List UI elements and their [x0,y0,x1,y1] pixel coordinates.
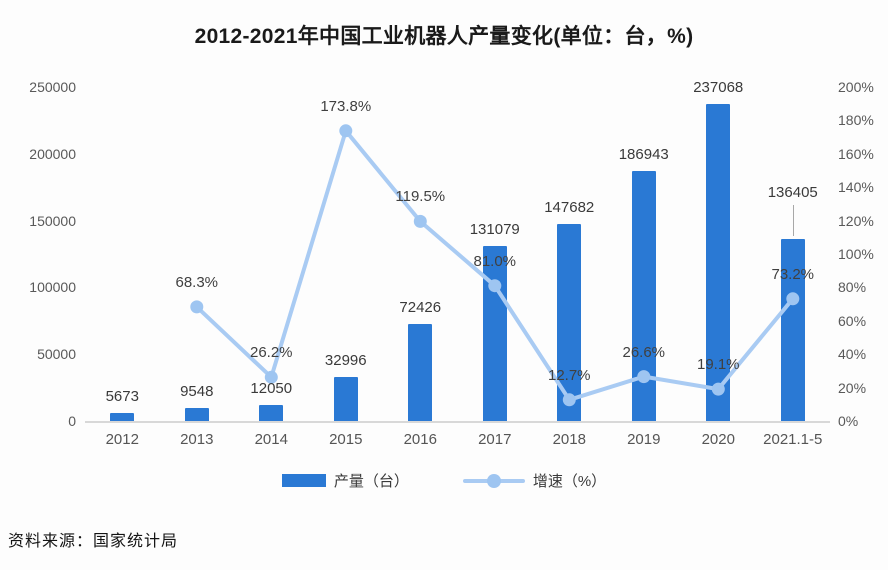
left-axis-tick: 250000 [29,79,76,95]
bar-value-label: 131079 [469,220,520,238]
bar-value-label: 72426 [399,299,442,317]
line-swatch-marker-icon [486,473,501,488]
growth-point-2014 [264,370,278,384]
right-axis-tick: 0% [838,413,859,429]
left-axis-tick: 50000 [37,346,76,363]
growth-point-2017 [488,279,502,293]
growth-point-2015 [339,124,353,138]
growth-point-2020 [711,382,725,396]
growth-value-label: 119.5% [395,188,446,206]
bar-2013 [184,408,209,421]
x-axis-label-2014: 2014 [254,431,288,448]
right-axis-tick: 180% [838,112,874,129]
growth-value-label: 81.0% [473,252,517,270]
x-axis-label-2021.1-5: 2021.1-5 [763,431,823,448]
x-axis-label-2018: 2018 [552,431,586,448]
bar-value-label: 12050 [250,379,293,397]
bar-value-label: 9548 [180,383,214,401]
growth-value-label: 19.1% [696,356,740,374]
right-axis-tick: 20% [838,379,867,396]
bar-value-label: 147682 [544,198,595,216]
bar-value-label: 136405 [767,183,818,201]
bar-2014 [259,404,284,421]
x-axis-label-2017: 2017 [478,431,512,448]
x-axis-label-2016: 2016 [403,431,437,448]
growth-value-label: 73.2% [771,265,815,283]
right-axis-tick: 160% [838,145,874,162]
growth-value-label: 26.2% [249,344,293,362]
growth-point-2016 [413,214,427,228]
growth-point-2013 [190,300,204,314]
right-axis-tick: 40% [838,346,867,363]
left-axis-tick: 100000 [29,279,76,296]
right-axis-tick: 200% [838,79,874,95]
growth-line-layer [190,124,800,407]
label-callout-line [792,204,794,236]
left-axis-tick: 200000 [29,145,76,162]
bar-2021.1-5 [780,238,805,421]
left-axis-tick: 0 [68,413,76,429]
legend-label-production: 产量（台） [333,473,409,490]
chart-title: 2012-2021年中国工业机器人产量变化(单位：台，%) [194,25,694,48]
legend-item-growth: 增速（%） [462,470,607,491]
bar-value-label: 32996 [324,351,367,369]
bar-2017 [482,245,507,421]
growth-point-2018 [562,393,576,407]
growth-value-label: 26.6% [622,343,666,361]
right-axis-tick: 60% [838,312,867,329]
bar-value-label: 5673 [105,388,139,406]
right-axis-tick: 80% [838,279,867,296]
right-axis-tick: 120% [838,212,874,229]
bar-value-label: 186943 [618,146,669,164]
legend-label-growth: 增速（%） [532,473,607,490]
legend: 产量（台） 增速（%） [0,470,888,491]
bar-2020 [706,104,731,421]
bar-2012 [110,413,135,421]
bar-value-label: 237068 [693,79,744,97]
bar-series-swatch [281,474,326,487]
x-axis-label-2012: 2012 [105,431,139,448]
left-axis-tick: 150000 [29,212,76,229]
growth-point-2019 [637,370,651,384]
right-axis-tick: 140% [838,179,874,196]
x-axis-label-2015: 2015 [329,431,363,448]
data-source-note: 资料来源：国家统计局 [8,533,179,550]
plot-area: 5673 9548 12050 32996 72426 131079 147682 18694… [85,79,830,423]
right-axis-tick: 100% [838,246,874,262]
growth-value-label: 12.7% [547,366,591,384]
line-series-swatch [462,473,525,488]
bar-2016 [408,324,433,421]
x-axis-label-2020: 2020 [701,431,735,448]
legend-item-production: 产量（台） [281,470,409,491]
growth-value-label: 68.3% [175,273,219,291]
bar-2015 [333,376,358,421]
x-axis-label-2019: 2019 [627,431,661,448]
growth-value-label: 173.8% [320,97,372,115]
growth-point-2021.1-5 [786,292,800,306]
x-axis-label-2013: 2013 [180,431,214,448]
